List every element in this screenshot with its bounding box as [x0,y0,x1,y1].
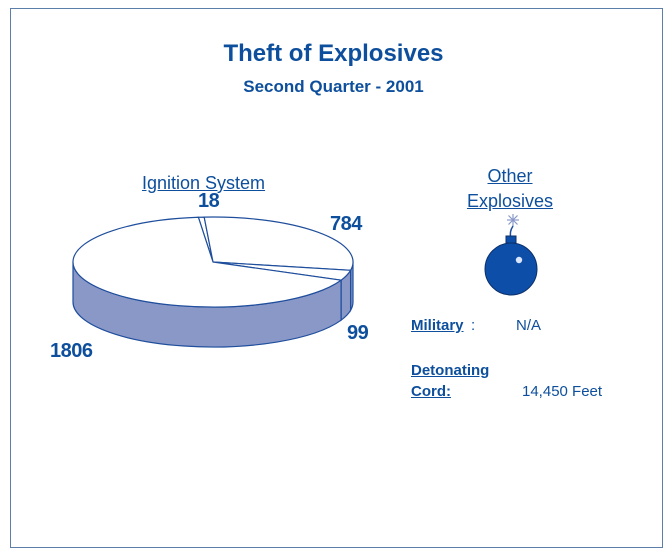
pie-chart [72,216,354,348]
slice-label-18: 18 [198,190,220,212]
other-heading-line2: Explosives [466,191,554,211]
other-heading-line1: Other [487,166,533,186]
slice-label-99: 99 [347,322,369,344]
chart-subtitle: Second Quarter - 2001 [243,77,424,96]
chart-title: Theft of Explosives [223,40,444,67]
pie-slice-784 [203,216,354,271]
slice-label-1806: 1806 [50,340,93,362]
pie-group-label: Ignition System [142,173,266,193]
military-colon: : [471,317,476,334]
military-label: Military [411,317,464,334]
slice-label-784: 784 [330,213,362,235]
military-value: N/A [516,317,542,334]
cord-label-line1: Detonating [411,362,490,379]
pie-slice-1806 [72,216,343,308]
cord-value: 14,450 Feet [522,383,603,400]
bomb-icon [484,214,538,296]
cord-label-line2: Cord: [411,383,451,400]
